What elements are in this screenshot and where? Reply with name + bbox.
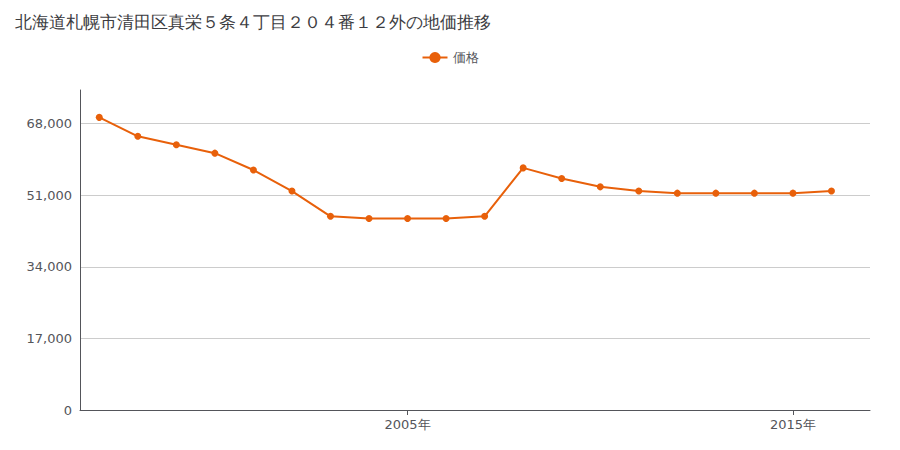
svg-text:2005年: 2005年 [385,417,431,432]
svg-text:0: 0 [64,403,72,418]
svg-text:2015年: 2015年 [770,417,816,432]
svg-text:34,000: 34,000 [27,259,73,274]
svg-text:68,000: 68,000 [27,116,73,131]
svg-text:価格: 価格 [453,50,479,65]
svg-text:北海道札幌市清田区真栄５条４丁目２０４番１２外の地価推移: 北海道札幌市清田区真栄５条４丁目２０４番１２外の地価推移 [15,12,491,32]
svg-text:17,000: 17,000 [27,331,73,346]
svg-text:51,000: 51,000 [27,188,73,203]
